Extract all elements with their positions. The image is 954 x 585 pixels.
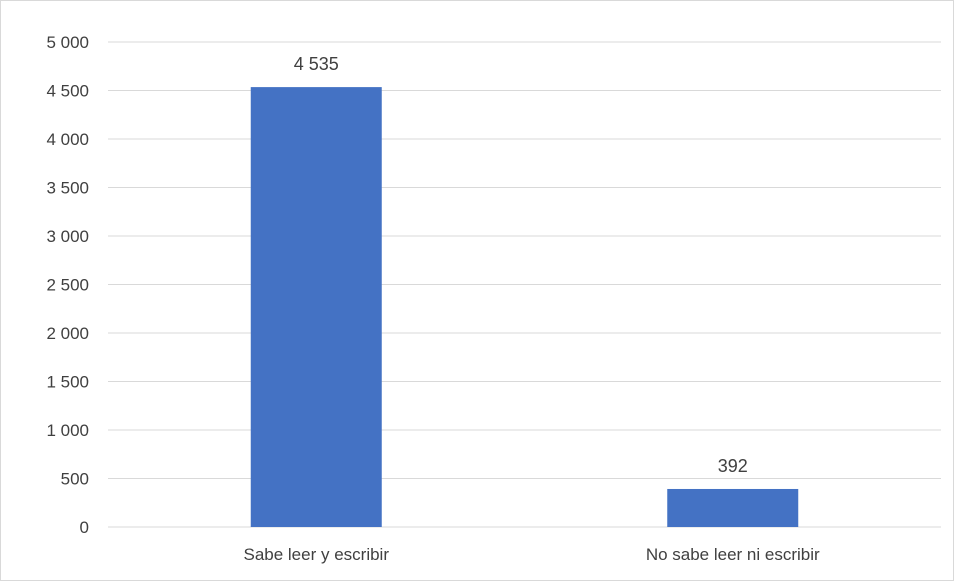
y-tick-label: 0 [80,518,89,537]
gridlines [108,41,941,528]
data-labels: 4 535 392 [294,54,748,476]
y-axis-ticks: 0 500 1 000 1 500 2 000 2 500 3 000 3 500 4 000 4… [46,33,89,537]
y-tick-label: 3 500 [46,179,89,198]
y-tick-label: 2 000 [46,324,89,343]
bars [250,87,799,527]
data-label: 4 535 [294,54,339,74]
y-tick-label: 500 [61,470,89,489]
x-category-label: No sabe leer ni escribir [646,545,820,564]
x-category-label: Sabe leer y escribir [243,545,389,564]
y-tick-label: 5 000 [46,33,89,52]
bar [250,87,382,527]
y-tick-label: 2 500 [46,276,89,295]
y-tick-label: 1 000 [46,421,89,440]
y-tick-label: 3 000 [46,227,89,246]
y-tick-label: 4 500 [46,82,89,101]
y-tick-label: 4 000 [46,130,89,149]
y-tick-label: 1 500 [46,373,89,392]
x-axis-categories: Sabe leer y escribir No sabe leer ni escr… [243,545,820,564]
bar [667,488,799,527]
data-label: 392 [718,456,748,476]
